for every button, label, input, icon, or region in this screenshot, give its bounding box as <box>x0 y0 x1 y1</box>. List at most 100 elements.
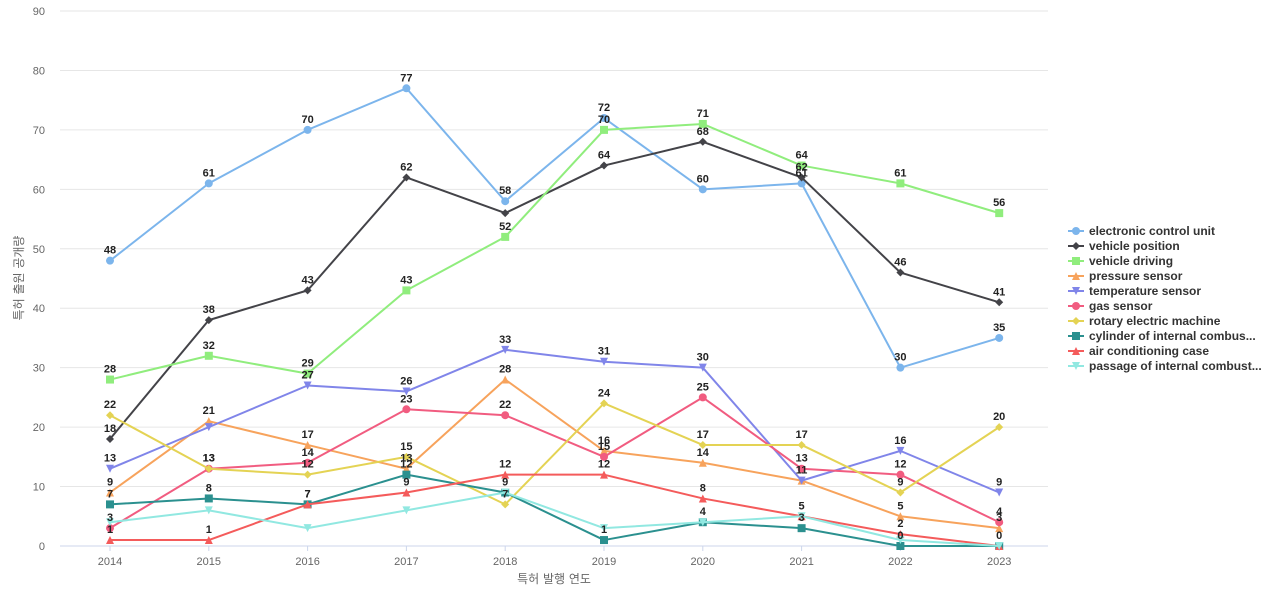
data-label: 22 <box>104 399 116 411</box>
x-tick-label: 2020 <box>691 556 715 568</box>
legend-item[interactable]: vehicle driving <box>1068 254 1173 268</box>
data-point <box>303 458 312 467</box>
data-point <box>204 351 213 360</box>
data-label: 9 <box>403 477 409 489</box>
data-point <box>106 375 114 384</box>
data-label: 62 <box>795 161 807 173</box>
data-label: 26 <box>400 375 412 387</box>
data-label: 12 <box>598 459 610 471</box>
data-label: 3 <box>799 512 805 524</box>
data-label: 0 <box>897 530 903 542</box>
data-point <box>995 209 1004 218</box>
legend-marker <box>1072 242 1080 250</box>
data-label: 21 <box>203 405 215 417</box>
data-point <box>501 470 510 479</box>
data-point <box>402 470 411 479</box>
data-label: 25 <box>697 381 709 393</box>
legend-item[interactable]: air conditioning case <box>1068 344 1209 358</box>
legend-item[interactable]: gas sensor <box>1068 299 1153 313</box>
data-point <box>600 470 608 479</box>
data-label: 9 <box>107 477 113 489</box>
data-label: 4 <box>996 506 1003 518</box>
legend-label: temperature sensor <box>1089 284 1201 298</box>
data-point <box>896 470 905 479</box>
data-label: 60 <box>697 173 709 185</box>
legend-marker <box>1072 362 1080 370</box>
data-label: 14 <box>301 447 314 459</box>
data-label: 2 <box>897 518 903 530</box>
data-point <box>995 488 1004 497</box>
data-label: 16 <box>598 435 610 447</box>
x-axis-title: 특허 발행 연도 <box>517 571 591 586</box>
legend-item[interactable]: rotary electric machine <box>1068 314 1221 328</box>
data-label: 5 <box>799 500 805 512</box>
data-point <box>501 345 510 354</box>
data-point <box>501 232 510 241</box>
data-label: 77 <box>400 72 412 84</box>
data-point <box>106 464 114 473</box>
data-point <box>402 387 411 396</box>
data-label: 20 <box>993 411 1005 423</box>
legend-marker <box>1072 347 1080 355</box>
data-label: 15 <box>400 441 412 453</box>
x-tick-label: 2023 <box>987 556 1011 568</box>
data-point <box>600 114 608 122</box>
series-9 <box>106 488 1004 550</box>
series-line <box>109 396 1001 530</box>
legend-marker <box>1072 287 1080 295</box>
legend-label: electronic control unit <box>1089 224 1215 238</box>
series-line <box>109 140 1001 440</box>
data-point <box>204 536 213 545</box>
data-point <box>995 524 1004 533</box>
legend-label: passage of internal combust... <box>1089 359 1262 373</box>
data-label: 64 <box>795 150 808 162</box>
data-label: 3 <box>996 512 1002 524</box>
legend-marker <box>1072 272 1080 280</box>
data-label: 13 <box>203 453 215 465</box>
data-point <box>698 119 707 128</box>
data-label: 62 <box>400 161 412 173</box>
y-tick-label: 20 <box>33 422 45 434</box>
data-point <box>797 179 806 188</box>
data-point <box>106 256 114 265</box>
data-label: 33 <box>499 334 511 346</box>
data-point <box>402 405 411 414</box>
legend-item[interactable]: passage of internal combust... <box>1068 359 1262 373</box>
data-label: 38 <box>203 304 215 316</box>
series-line <box>109 122 1001 381</box>
data-label: 16 <box>894 435 906 447</box>
legend-item[interactable]: vehicle position <box>1068 239 1180 253</box>
data-point <box>106 435 114 443</box>
data-label: 61 <box>795 167 807 179</box>
legend-item[interactable]: cylinder of internal combus... <box>1068 329 1256 343</box>
y-tick-label: 60 <box>33 184 45 196</box>
data-label: 9 <box>897 477 903 489</box>
data-point <box>600 357 608 366</box>
x-tick-label: 2018 <box>493 556 517 568</box>
data-label: 17 <box>301 429 313 441</box>
legend-label: cylinder of internal combus... <box>1089 329 1256 343</box>
data-point <box>797 440 806 449</box>
series-group <box>106 84 1004 550</box>
data-point <box>204 494 213 503</box>
data-point <box>896 542 905 550</box>
series-line <box>109 473 1001 547</box>
legend-item[interactable]: temperature sensor <box>1068 284 1201 298</box>
data-point <box>896 446 905 455</box>
data-point <box>600 161 608 170</box>
x-tick-label: 2016 <box>295 556 319 568</box>
y-tick-label: 90 <box>33 6 45 18</box>
data-label: 7 <box>502 488 508 500</box>
legend-item[interactable]: pressure sensor <box>1068 269 1183 283</box>
legend-item[interactable]: electronic control unit <box>1068 224 1215 238</box>
x-tick-label: 2015 <box>197 556 221 568</box>
y-tick-label: 80 <box>33 65 45 77</box>
data-label: 24 <box>598 387 611 399</box>
data-point <box>896 363 905 372</box>
data-point <box>402 506 411 515</box>
series-line <box>109 402 1001 506</box>
legend-marker <box>1072 317 1080 325</box>
data-label: 17 <box>795 429 807 441</box>
series-4 <box>106 345 1004 497</box>
